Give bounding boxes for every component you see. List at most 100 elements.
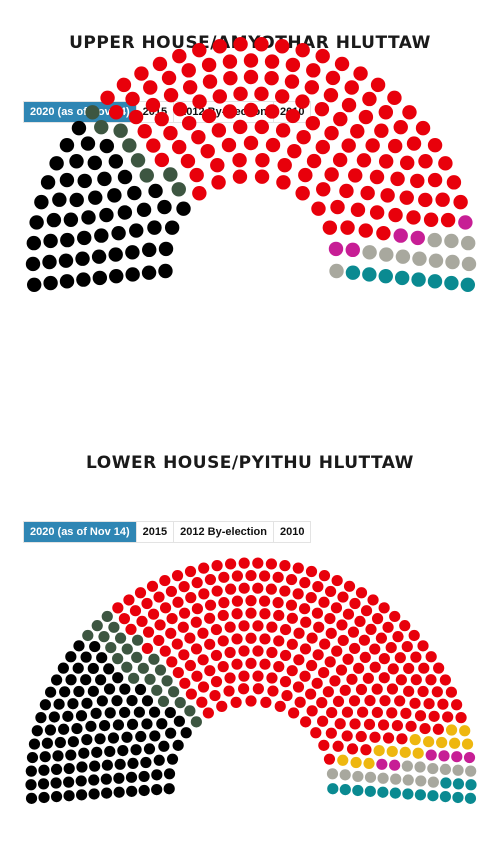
seat-nld (125, 91, 140, 107)
seat-military (81, 697, 93, 709)
seat-military (103, 663, 115, 675)
lower-tab-2015[interactable]: 2015 (137, 522, 175, 542)
seat-military (111, 225, 126, 241)
seat-military (28, 738, 41, 750)
seat-other-a (376, 758, 388, 770)
seat-nld (141, 642, 153, 655)
seat-nld (431, 686, 443, 698)
seat-other-c (414, 789, 426, 801)
seat-military (96, 652, 108, 664)
seat-nld (217, 661, 229, 673)
seat-military (87, 685, 99, 697)
seat-nld (453, 194, 468, 210)
seat-military (65, 674, 77, 686)
seat-other-b (352, 770, 364, 783)
seat-nld (154, 619, 166, 631)
seat-nld (279, 560, 291, 572)
seat-military (142, 242, 157, 258)
seat-nld (264, 104, 280, 119)
seat-nld (201, 57, 217, 73)
seat-nld (335, 664, 348, 676)
seat-military (107, 188, 122, 203)
seat-nld (325, 627, 337, 639)
lower-tab-2012-by-election[interactable]: 2012 By-election (174, 522, 274, 542)
seat-nld (299, 643, 312, 655)
seat-nld (181, 115, 197, 131)
seat-nld (359, 651, 371, 663)
seat-nld (378, 602, 390, 614)
seat-military (141, 718, 153, 730)
seat-other-b (412, 251, 427, 266)
seat-nld (332, 152, 348, 168)
seat-nld (231, 633, 243, 645)
seat-nld (323, 753, 336, 765)
seat-nld (296, 129, 311, 145)
seat-military (38, 791, 50, 804)
seat-other-c (339, 784, 351, 796)
seat-nld (275, 123, 291, 138)
seat-nld (201, 108, 217, 124)
seat-nld (358, 634, 371, 646)
seat-nld (178, 581, 190, 593)
seat-usdp (85, 105, 100, 120)
seat-other-c (427, 274, 443, 289)
seat-military (52, 750, 64, 762)
seat-nld (286, 638, 298, 650)
seat-nld (323, 87, 339, 103)
seat-nld (358, 109, 374, 125)
seat-nld (217, 609, 229, 622)
seat-military (158, 263, 173, 279)
lower-tab-2010[interactable]: 2010 (279, 526, 305, 538)
seat-nld (318, 666, 330, 679)
seat-nld (279, 623, 292, 636)
seat-military (73, 640, 85, 652)
seat-other-d (350, 756, 362, 769)
seat-nld (125, 623, 137, 636)
seat-nld (382, 621, 394, 633)
seat-other-b (339, 769, 351, 781)
seat-usdp (113, 123, 128, 138)
seat-military (39, 699, 51, 711)
seat-military (97, 171, 112, 187)
seat-other-c (352, 784, 364, 797)
seat-military (58, 253, 74, 268)
seat-nld (264, 70, 279, 86)
seat-military (89, 760, 101, 772)
seat-nld (171, 638, 183, 650)
seat-nld (330, 602, 343, 614)
seat-military (91, 249, 107, 264)
seat-military (43, 275, 58, 291)
seat-nld (292, 681, 305, 693)
seat-nld (299, 577, 311, 589)
seat-nld (324, 167, 339, 182)
seat-military (95, 674, 107, 686)
seat-nld (344, 80, 359, 95)
seat-other-b (329, 263, 344, 279)
seat-military (127, 757, 139, 769)
lower-tab-2020[interactable]: 2020 (as of Nov 14) (24, 522, 137, 542)
seat-nld (371, 613, 384, 625)
seat-nld (100, 90, 115, 106)
seat-nld (455, 712, 467, 724)
seat-nld (243, 53, 259, 68)
seat-military (158, 740, 170, 752)
seat-nld (380, 188, 395, 203)
seat-nld (342, 653, 354, 665)
seat-military (153, 754, 165, 766)
seat-military (63, 212, 79, 227)
seat-nld (118, 613, 131, 625)
seat-nld (273, 609, 285, 622)
seat-nld (316, 182, 331, 197)
seat-military (67, 698, 79, 710)
seat-nld (369, 643, 381, 655)
upper-tab-2020[interactable]: 2020 (as of Nov 14) (24, 102, 137, 122)
seat-military (109, 268, 124, 284)
seat-military (71, 722, 83, 735)
seat-nld (108, 105, 124, 120)
seat-military (25, 765, 37, 777)
seat-usdp (154, 664, 167, 676)
seat-other-c (389, 787, 401, 799)
seat-nld (243, 135, 259, 151)
seat-nld (409, 697, 421, 709)
seat-nld (350, 202, 366, 218)
